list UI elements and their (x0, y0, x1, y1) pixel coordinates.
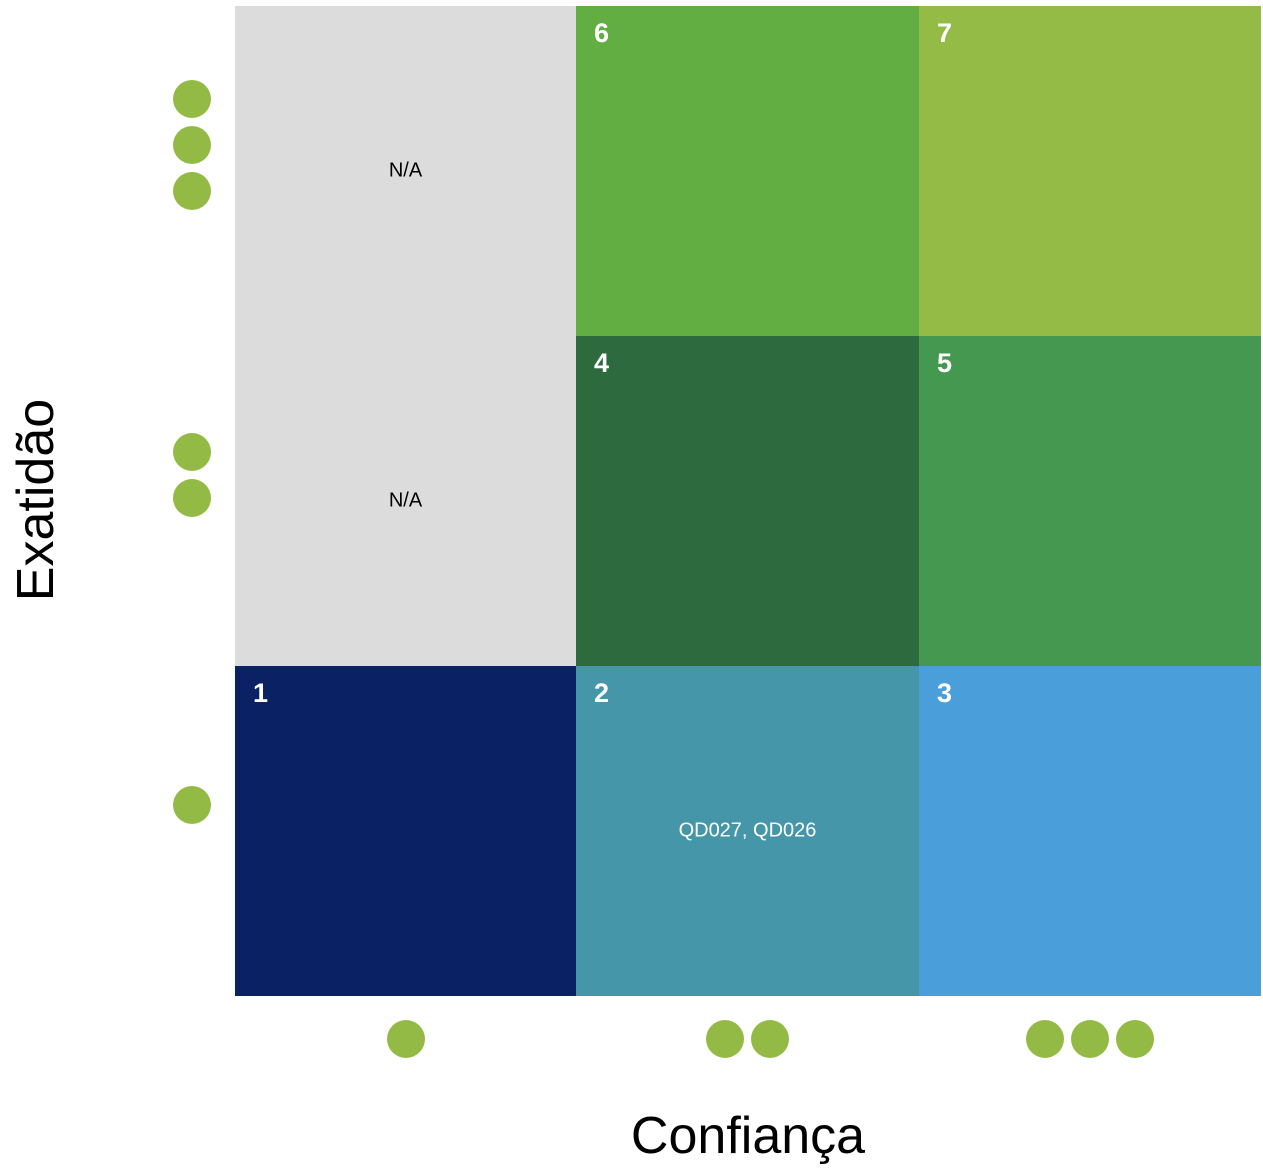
y-level-dot (173, 433, 211, 471)
x-axis-title: Confiança (630, 1107, 866, 1165)
cell-text-label: QD027, QD026 (678, 819, 817, 842)
y-level-dot (173, 786, 211, 824)
matrix-cell-1-2: N/A (235, 336, 576, 666)
y-axis-title: Exatidão (7, 398, 65, 602)
y-level-dot (173, 80, 211, 118)
x-level-dot (1071, 1020, 1109, 1058)
y-level-dot (173, 126, 211, 164)
matrix-cell-2-3: 6 (576, 6, 919, 336)
matrix-cell-3-2: 5 (919, 336, 1261, 666)
y-level-dot (173, 479, 211, 517)
cell-number-label: 7 (937, 18, 953, 48)
matrix-cell-3-3: 7 (919, 6, 1261, 336)
matrix-cell-2-1: 2 QD027, QD026 (576, 666, 919, 996)
cell-number-label: 2 (594, 678, 610, 708)
x-level-dot (1116, 1020, 1154, 1058)
cell-number-label: 3 (937, 678, 953, 708)
matrix-cell-1-3: N/A (235, 6, 576, 336)
matrix-cell-3-1: 3 (919, 666, 1261, 996)
x-level-dot (751, 1020, 789, 1058)
cell-text-label: N/A (388, 489, 423, 512)
cell-number-label: 4 (594, 348, 610, 378)
y-level-dot (173, 172, 211, 210)
cell-number-label: 1 (253, 678, 269, 708)
x-level-dot (1026, 1020, 1064, 1058)
matrix-cell-1-1: 1 (235, 666, 576, 996)
x-level-dot (386, 1020, 425, 1058)
cell-number-label: 6 (594, 18, 610, 48)
matrix-cell-2-2: 4 (576, 336, 919, 666)
cell-text-label: N/A (388, 159, 423, 182)
x-level-dot (706, 1020, 744, 1058)
cell-number-label: 5 (937, 348, 953, 378)
